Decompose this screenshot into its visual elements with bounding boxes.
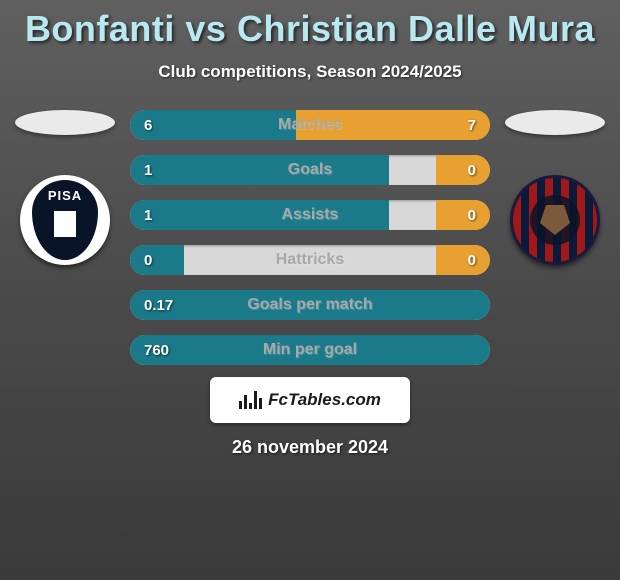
bars-icon [239,391,262,409]
club-right-crest-icon [540,205,570,235]
date-text: 26 november 2024 [0,437,620,458]
club-left-label: PISA [48,188,82,203]
stat-label: Matches [130,116,490,134]
stat-bar: 10Goals [130,155,490,185]
club-left-crest-icon [54,211,76,237]
flag-left [15,110,115,135]
stat-bar: 10Assists [130,200,490,230]
flag-right [505,110,605,135]
stat-bar: 760Min per goal [130,335,490,365]
club-badge-left: PISA [20,175,110,265]
player-right-col [500,110,610,265]
attribution-text: FcTables.com [268,390,381,410]
attribution-badge: FcTables.com [210,377,410,423]
stat-bar: 0.17Goals per match [130,290,490,320]
page-title: Bonfanti vs Christian Dalle Mura [0,0,620,50]
stat-label: Hattricks [130,251,490,269]
stat-label: Goals per match [130,296,490,314]
stat-bar: 00Hattricks [130,245,490,275]
stat-label: Min per goal [130,341,490,359]
comparison-row: PISA 67Matches 10Goals 10Assists 00Hattrick… [0,110,620,365]
club-badge-right [510,175,600,265]
stats-column: 67Matches 10Goals 10Assists 00Hattricks 0.17… [130,110,490,365]
stat-bar: 67Matches [130,110,490,140]
stat-label: Goals [130,161,490,179]
subtitle: Club competitions, Season 2024/2025 [0,62,620,82]
player-left-col: PISA [10,110,120,265]
stat-label: Assists [130,206,490,224]
